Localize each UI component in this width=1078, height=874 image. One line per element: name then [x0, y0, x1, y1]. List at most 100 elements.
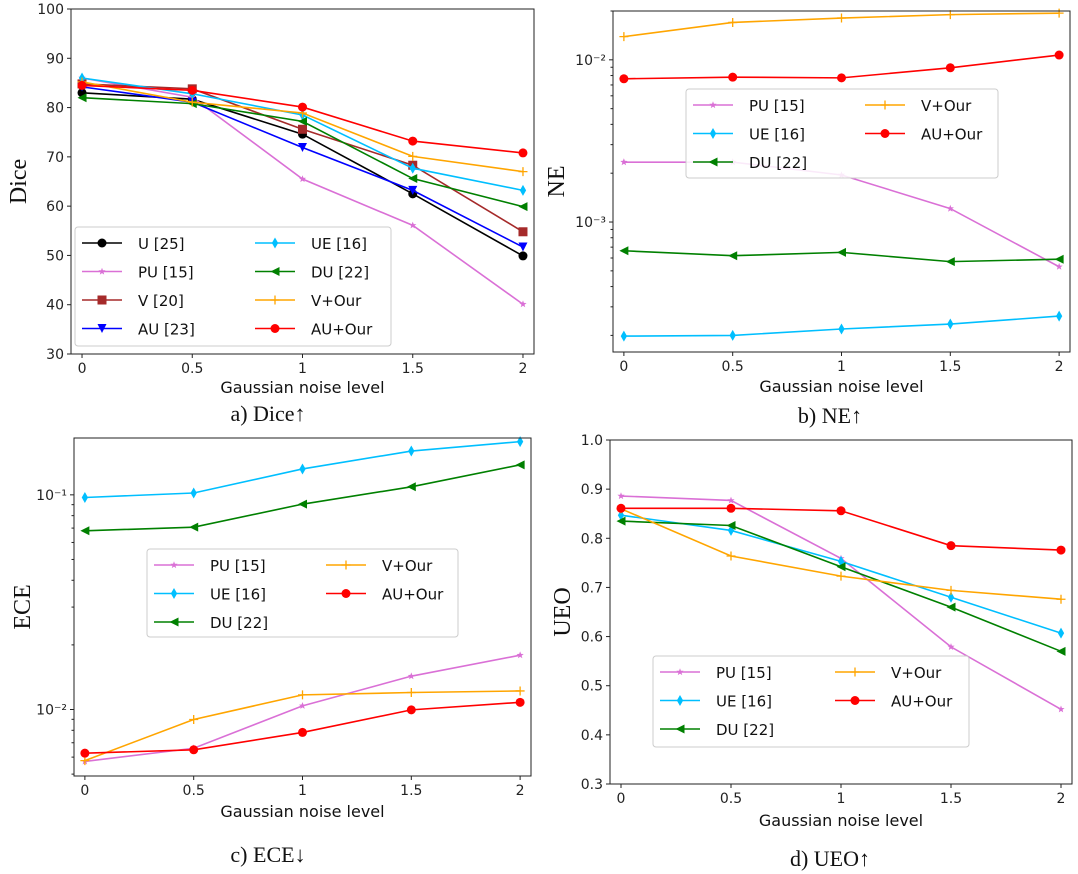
- data-point: [518, 242, 528, 252]
- x-tick-label: 0: [619, 359, 628, 375]
- y-tick-label: 70: [46, 150, 64, 166]
- data-point: [1056, 545, 1066, 555]
- legend-label: AU+Our: [382, 586, 444, 604]
- data-point: [728, 251, 738, 261]
- legend-label: UE [16]: [210, 586, 266, 604]
- data-point: [1054, 8, 1064, 18]
- series-ue-16-: [620, 310, 1063, 342]
- legend-item: PU [15]: [154, 557, 266, 575]
- legend-frame: [652, 655, 970, 748]
- data-point: [408, 445, 415, 457]
- legend-marker: [97, 238, 107, 248]
- legend-item: PU [15]: [82, 264, 194, 282]
- data-point: [947, 318, 954, 330]
- x-axis-label: Gaussian noise level: [759, 811, 923, 830]
- data-point: [518, 251, 528, 261]
- x-tick-label: 0: [78, 361, 87, 377]
- data-point: [298, 116, 307, 126]
- legend-marker: [709, 128, 717, 139]
- data-point: [515, 697, 525, 707]
- legend-item: V+Our: [255, 292, 362, 310]
- legend-item: PU [15]: [660, 664, 772, 682]
- x-tick-label: 2: [1055, 359, 1064, 375]
- legend-item: V+Our: [835, 664, 942, 682]
- data-point: [515, 460, 525, 470]
- data-point: [409, 162, 416, 174]
- panel-caption: b) NE↑: [798, 403, 862, 428]
- legend-label: V+Our: [311, 292, 362, 310]
- legend-item: V+Our: [326, 557, 433, 575]
- legend-item: UE [16]: [693, 126, 805, 144]
- data-point: [189, 745, 199, 755]
- x-tick-label: 2: [1057, 791, 1066, 807]
- legend-marker: [341, 560, 351, 570]
- legend-marker: [98, 267, 106, 275]
- data-point: [619, 246, 629, 256]
- legend-marker: [97, 324, 107, 333]
- legend: PU [15] UE [16] DU [22] V+Our AU+Our: [685, 88, 999, 179]
- data-point: [518, 202, 528, 212]
- legend-label: AU+Our: [891, 693, 953, 711]
- x-tick-label: 1.5: [939, 359, 961, 375]
- data-point: [1054, 254, 1064, 264]
- legend-item: UE [16]: [154, 586, 266, 604]
- x-tick-label: 0.5: [722, 359, 744, 375]
- series-pu-15-: [81, 651, 524, 765]
- data-point: [408, 185, 418, 195]
- data-point: [519, 184, 527, 196]
- data-point: [947, 591, 955, 603]
- data-point: [81, 491, 89, 503]
- data-point: [190, 487, 197, 499]
- legend-marker: [270, 324, 280, 333]
- data-point: [518, 227, 528, 237]
- legend-label: AU [23]: [138, 321, 195, 339]
- y-tick-label: 0.5: [581, 679, 603, 695]
- series-line: [84, 690, 521, 762]
- x-tick-label: 1.5: [400, 783, 422, 799]
- x-tick-label: 0.5: [181, 361, 203, 377]
- series-v-our: [80, 686, 525, 766]
- data-point: [729, 329, 736, 341]
- series-du-22-: [619, 246, 1064, 267]
- data-point: [837, 13, 846, 23]
- legend-item: DU [22]: [693, 154, 807, 172]
- legend-label: V [20]: [138, 292, 184, 310]
- legend-label: UE [16]: [749, 126, 805, 144]
- legend-item: PU [15]: [693, 97, 805, 115]
- data-point: [620, 330, 628, 342]
- data-point: [946, 585, 956, 595]
- x-tick-label: 1: [298, 361, 307, 377]
- y-tick-label: 0.4: [581, 728, 603, 744]
- legend-marker: [676, 695, 684, 706]
- y-tick-label: 10⁻²: [575, 53, 606, 69]
- y-tick-label: 10⁻³: [575, 215, 606, 231]
- data-point: [298, 175, 307, 183]
- legend-label: DU [22]: [716, 721, 774, 739]
- data-point: [298, 690, 307, 700]
- y-tick-label: 0.9: [581, 482, 603, 498]
- y-tick-label: 90: [46, 51, 64, 67]
- legend-label: AU+Our: [311, 321, 373, 339]
- x-axis-label: Gaussian noise level: [759, 377, 923, 396]
- y-tick-label: 100: [37, 2, 64, 18]
- y-axis-label: UEO: [550, 587, 576, 636]
- series-v-our: [616, 504, 1066, 604]
- data-point: [516, 651, 524, 659]
- y-tick-label: 1.0: [581, 433, 603, 449]
- legend-marker: [708, 157, 718, 167]
- legend-marker: [170, 588, 178, 599]
- legend: PU [15] UE [16] DU [22] V+Our AU+Our: [652, 655, 970, 748]
- x-tick-label: 2: [519, 361, 528, 377]
- x-tick-label: 1: [837, 359, 846, 375]
- legend-item: V [20]: [82, 292, 184, 310]
- data-point: [836, 571, 846, 581]
- data-point: [946, 204, 954, 212]
- data-point: [298, 142, 307, 152]
- data-point: [836, 562, 846, 572]
- data-point: [299, 463, 306, 475]
- legend-label: PU [15]: [210, 557, 266, 575]
- series-v-our: [77, 77, 528, 177]
- legend-marker: [270, 295, 280, 305]
- y-tick-label: 80: [46, 101, 64, 117]
- data-point: [726, 503, 736, 513]
